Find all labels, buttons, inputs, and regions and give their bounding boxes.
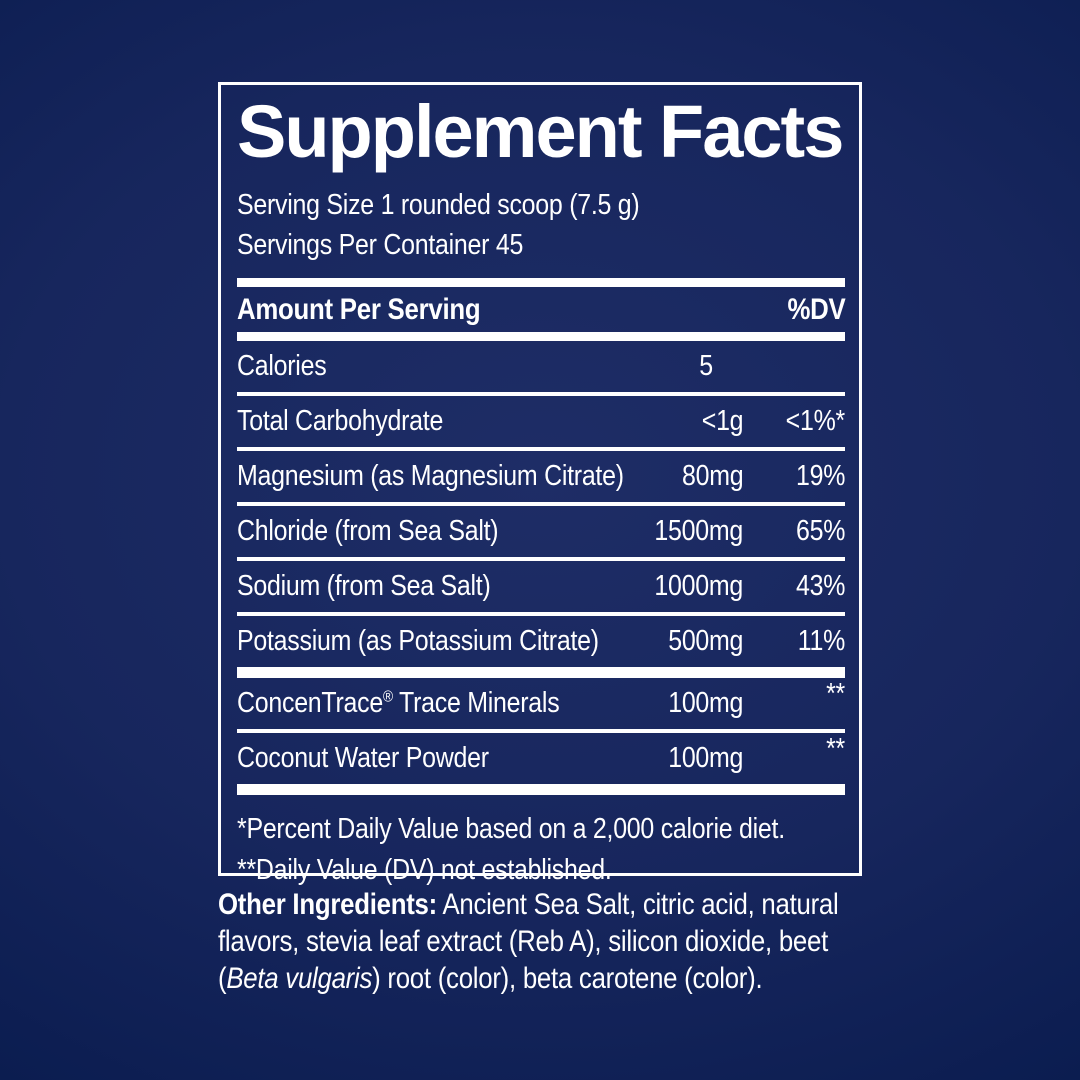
nutrient-amount: 100mg [668, 742, 743, 774]
other-ingredients-label: Other Ingredients: [218, 888, 437, 921]
nutrient-amount: 1500mg [654, 515, 743, 547]
nutrient-dv: ** [826, 733, 845, 765]
divider-bar-header [237, 332, 845, 341]
nutrient-name: Potassium (as Potassium Citrate) [237, 625, 599, 657]
amount-per-serving-header: Amount Per Serving [237, 292, 481, 326]
nutrient-name: Total Carbohydrate [237, 405, 444, 437]
serving-size-line: Serving Size 1 rounded scoop (7.5 g) [237, 185, 845, 225]
nutrient-dv: 19% [795, 460, 845, 492]
nutrient-amount: 500mg [668, 625, 743, 657]
supplement-facts-title-text: Supplement Facts [237, 90, 844, 173]
dv-header: %DV [786, 292, 845, 326]
table-row-concentrace: ConcenTrace® Trace Minerals 100mg ** [237, 678, 845, 729]
nutrient-name: Coconut Water Powder [237, 742, 489, 774]
proprietary-group: ConcenTrace® Trace Minerals 100mg ** Coc… [237, 678, 845, 784]
nutrient-dv: 65% [795, 515, 845, 547]
registered-trademark-icon: ® [382, 688, 393, 706]
servings-per-container-text: Servings Per Container 45 [237, 229, 524, 261]
other-ingredients-paragraph: Other Ingredients: Ancient Sea Salt, cit… [218, 886, 878, 997]
nutrient-dv: <1%* [785, 405, 846, 437]
nutrient-name: Sodium (from Sea Salt) [237, 570, 491, 602]
nutrient-amount: 5 [699, 350, 713, 382]
nutrient-name: Chloride (from Sea Salt) [237, 515, 499, 547]
table-row-magnesium: Magnesium (as Magnesium Citrate) 80mg 19… [237, 447, 845, 502]
nutrient-amount: 100mg [668, 687, 743, 719]
nutrient-dv: ** [826, 678, 845, 710]
divider-bar-top [237, 278, 845, 287]
nutrient-dv: 43% [795, 570, 845, 602]
footnote-dv-not-established: **Daily Value (DV) not established. [237, 854, 612, 886]
supplement-facts-title: Supplement Facts [237, 95, 845, 169]
table-row-coconut-water-powder: Coconut Water Powder 100mg ** [237, 729, 845, 784]
nutrient-dv: 11% [797, 625, 846, 657]
other-ingredients-line-1: Other Ingredients: Ancient Sea Salt, cit… [218, 888, 839, 921]
nutrient-amount: 1000mg [654, 570, 743, 602]
nutrients-group: Calories 5 Total Carbohydrate <1g <1%* M… [237, 341, 845, 667]
divider-bar-bottom [237, 784, 845, 795]
botanical-name: Beta vulgaris [226, 962, 373, 995]
nutrient-name: ConcenTrace® Trace Minerals [237, 687, 560, 719]
servings-per-container-line: Servings Per Container 45 [237, 225, 845, 265]
nutrient-name: Magnesium (as Magnesium Citrate) [237, 460, 624, 492]
supplement-facts-panel: Supplement Facts Serving Size 1 rounded … [218, 82, 862, 886]
nutrient-amount: 80mg [681, 460, 744, 492]
table-row-total-carbohydrate: Total Carbohydrate <1g <1%* [237, 392, 845, 447]
other-ingredients-line-3: (Beta vulgaris) root (color), beta carot… [218, 962, 763, 995]
divider-bar-middle [237, 667, 845, 678]
table-header-row: Amount Per Serving %DV [237, 287, 845, 332]
serving-size-text: Serving Size 1 rounded scoop (7.5 g) [237, 189, 640, 221]
nutrient-name: Calories [237, 350, 327, 382]
table-row-potassium: Potassium (as Potassium Citrate) 500mg 1… [237, 612, 845, 667]
nutrient-amount: <1g [701, 405, 743, 437]
other-ingredients-line-2: flavors, stevia leaf extract (Reb A), si… [218, 925, 829, 958]
table-row-calories: Calories 5 [237, 341, 845, 392]
table-row-sodium: Sodium (from Sea Salt) 1000mg 43% [237, 557, 845, 612]
table-row-chloride: Chloride (from Sea Salt) 1500mg 65% [237, 502, 845, 557]
footnotes: *Percent Daily Value based on a 2,000 ca… [237, 795, 845, 891]
footnote-percent-dv: *Percent Daily Value based on a 2,000 ca… [237, 813, 785, 845]
